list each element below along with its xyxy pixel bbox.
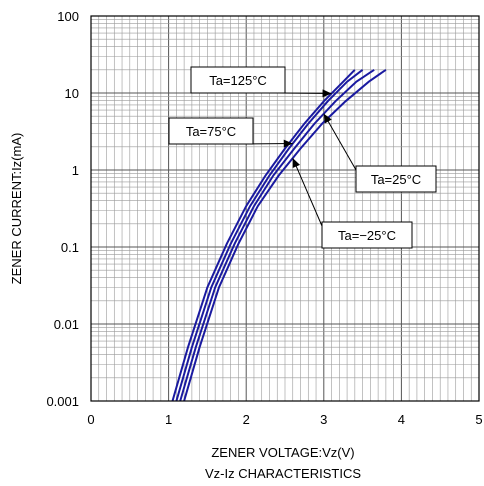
y-tick-label: 0.01	[54, 317, 79, 332]
annotation-box	[168, 117, 254, 145]
annotations: Ta=125°C Ta=75°C Ta=25°C Ta=−25°C	[168, 66, 437, 249]
chart-caption: Vz-Iz CHARACTERISTICS	[205, 466, 361, 481]
annotation-box	[190, 66, 286, 94]
x-tick-label: 1	[165, 412, 172, 427]
x-tick-label: 4	[398, 412, 405, 427]
annotation-box	[321, 221, 413, 249]
plot-frame	[90, 15, 480, 402]
series-line-3	[183, 68, 387, 402]
annotation-arrow	[323, 113, 357, 171]
annotation-arrowhead	[292, 158, 300, 168]
x-tick-label: 0	[87, 412, 94, 427]
series-line-0	[171, 69, 356, 402]
x-tick-label: 5	[475, 412, 482, 427]
annotation-arrowhead	[322, 89, 332, 98]
x-axis-label: ZENER VOLTAGE:Vz(V)	[211, 445, 354, 460]
annotation-box	[355, 165, 437, 193]
series-line-1	[175, 69, 364, 402]
y-tick-label: 10	[65, 86, 79, 101]
x-tick-label: 3	[320, 412, 327, 427]
y-tick-label: 0.001	[46, 394, 79, 409]
grid	[91, 16, 479, 401]
series-layer	[171, 68, 387, 402]
annotation-arrow	[292, 157, 323, 227]
annotation-label: Ta=25°C	[371, 172, 421, 187]
y-tick-label: 1	[72, 163, 79, 178]
y-axis-label: ZENER CURRENT:Iz(mA)	[9, 133, 24, 285]
y-tick-label: 100	[57, 9, 79, 24]
series-line-2	[179, 68, 375, 402]
tick-labels: 0 1 2 3 4 5 0.001 0.01 0.1 1 10 100	[46, 9, 482, 427]
annotation-label: Ta=−25°C	[338, 228, 396, 243]
annotation-arrowhead	[323, 113, 332, 124]
annotation-label: Ta=75°C	[186, 124, 236, 139]
x-tick-label: 2	[243, 412, 250, 427]
y-tick-label: 0.1	[61, 240, 79, 255]
annotation-label: Ta=125°C	[209, 73, 267, 88]
annotation-arrowhead	[283, 139, 293, 148]
